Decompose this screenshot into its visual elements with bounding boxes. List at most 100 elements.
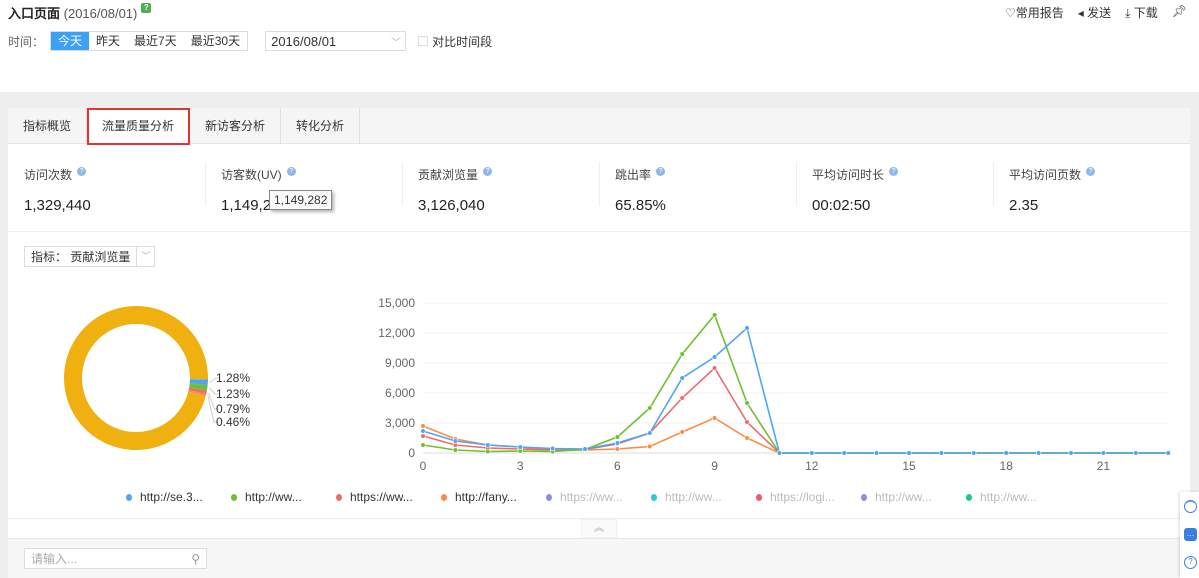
data-point[interactable] [809,450,815,456]
chat-icon[interactable]: … [1184,528,1197,541]
help-icon[interactable]: ? [1184,556,1197,569]
legend-item[interactable]: https://logi... [756,490,861,504]
data-point[interactable] [452,447,459,453]
chevron-down-icon: ﹀ [136,247,154,266]
legend-item[interactable]: https://ww... [546,490,651,504]
data-point[interactable] [485,448,491,455]
support-icon[interactable]: ⌒ [1184,500,1197,513]
compare-checkbox[interactable] [418,36,429,46]
legend-item[interactable]: http://ww... [861,490,966,504]
data-point[interactable] [1003,450,1009,456]
pie-label: 1.23% [216,387,250,401]
data-point[interactable] [1133,450,1139,456]
data-point[interactable] [420,442,426,448]
data-point[interactable] [517,444,523,450]
data-point[interactable] [647,443,653,450]
data-point[interactable] [711,354,718,360]
report-header: 入口页面 (2016/08/01)? ♡常用报告 ◂ 发送 ⤓ 下载 📌︎ 时间… [0,0,1199,92]
pin-icon: 📌︎ [1171,4,1187,18]
pie-slice[interactable] [63,306,208,451]
range-last-7-days[interactable]: 最近7天 [134,34,177,48]
data-point[interactable] [614,440,621,446]
data-point[interactable] [549,445,556,452]
favorite-report-button[interactable]: ♡常用报告 [1005,4,1064,21]
data-point[interactable] [1068,450,1074,456]
data-point[interactable] [711,415,718,421]
data-point[interactable] [906,450,912,456]
send-button[interactable]: ◂ 发送 [1078,4,1111,21]
range-yesterday[interactable]: 昨天 [96,34,121,48]
range-today[interactable]: 今天 [51,32,90,50]
data-point[interactable] [679,429,685,435]
tab-traffic-quality[interactable]: 流量质量分析 [87,108,191,145]
data-point[interactable] [679,351,685,357]
tab-overview[interactable]: 指标概览 [8,108,88,144]
x-tick-label: 18 [1000,459,1014,473]
help-icon[interactable]: ? [141,3,152,13]
legend-item[interactable]: http://ww... [651,490,756,504]
help-icon[interactable]: ? [77,167,87,176]
data-point[interactable] [938,450,945,456]
legend-item[interactable]: http://ww... [231,490,336,504]
data-point[interactable] [744,419,750,425]
help-icon[interactable]: ? [286,167,296,176]
data-point[interactable] [711,365,718,371]
metrics-row: 访问次数? 1,329,440 访客数(UV)? 1,149,282 贡献浏览量? 3… [8,144,1190,232]
data-point[interactable] [679,375,685,381]
help-icon[interactable]: ? [656,167,666,176]
data-point[interactable] [1035,450,1042,456]
indicator-select[interactable]: 指标： 贡献浏览量 ﹀ [24,246,156,267]
data-point[interactable] [744,435,750,441]
data-point[interactable] [744,325,750,331]
data-point[interactable] [841,450,847,456]
tab-new-visitors[interactable]: 新访客分析 [190,108,282,144]
pie-slice[interactable] [189,383,208,391]
range-last-30-days[interactable]: 最近30天 [190,34,241,48]
legend-item[interactable]: https://ww... [336,490,441,504]
data-point[interactable] [873,450,880,456]
pie-slice[interactable] [188,390,207,397]
legend-label: https://logi... [770,490,835,504]
compare-toggle[interactable]: 对比时间段 [418,33,492,50]
legend-item[interactable]: http://fany... [441,490,546,504]
legend-item[interactable]: http://ww... [966,490,1071,504]
data-point[interactable] [614,434,621,440]
tab-conversion[interactable]: 转化分析 [281,108,361,144]
data-point[interactable] [582,446,588,452]
data-point[interactable] [1100,450,1106,456]
metric-label: 平均访问页数 [1009,168,1082,182]
data-point[interactable] [485,442,491,448]
download-button[interactable]: ⤓ 下载 [1125,4,1158,21]
search-icon[interactable]: ⚲ [191,551,200,566]
help-icon[interactable]: ? [1086,167,1096,176]
date-picker[interactable]: 2016/08/01 ﹀ [265,31,407,51]
pie-slice[interactable] [188,387,207,395]
data-point[interactable] [776,450,783,456]
pie-label-line [209,377,220,383]
x-tick-label: 9 [711,459,718,473]
help-icon[interactable]: ? [889,167,899,176]
data-point[interactable] [1165,450,1171,456]
metric-label: 贡献浏览量 [418,168,479,182]
data-point[interactable] [420,433,426,439]
data-point[interactable] [452,438,459,444]
data-point[interactable] [614,446,621,452]
data-point[interactable] [420,428,426,434]
pin-button[interactable]: 📌︎ [1172,4,1187,21]
pie-slice[interactable] [189,379,208,386]
legend-item[interactable]: http://se.3... [126,490,231,504]
data-point[interactable] [647,430,653,436]
data-point[interactable] [744,400,750,406]
legend-dot [231,493,237,501]
legend-dot [966,493,972,501]
data-point[interactable] [679,395,685,401]
data-point[interactable] [420,423,426,429]
send-label: 发送 [1087,6,1112,20]
data-point[interactable] [971,450,977,456]
data-point[interactable] [647,405,653,411]
help-icon[interactable]: ? [483,167,493,176]
collapse-button[interactable]: ︽ [581,519,617,538]
metric-value: 00:02:50 [812,197,871,214]
data-point[interactable] [711,312,718,318]
search-input[interactable] [31,551,171,566]
